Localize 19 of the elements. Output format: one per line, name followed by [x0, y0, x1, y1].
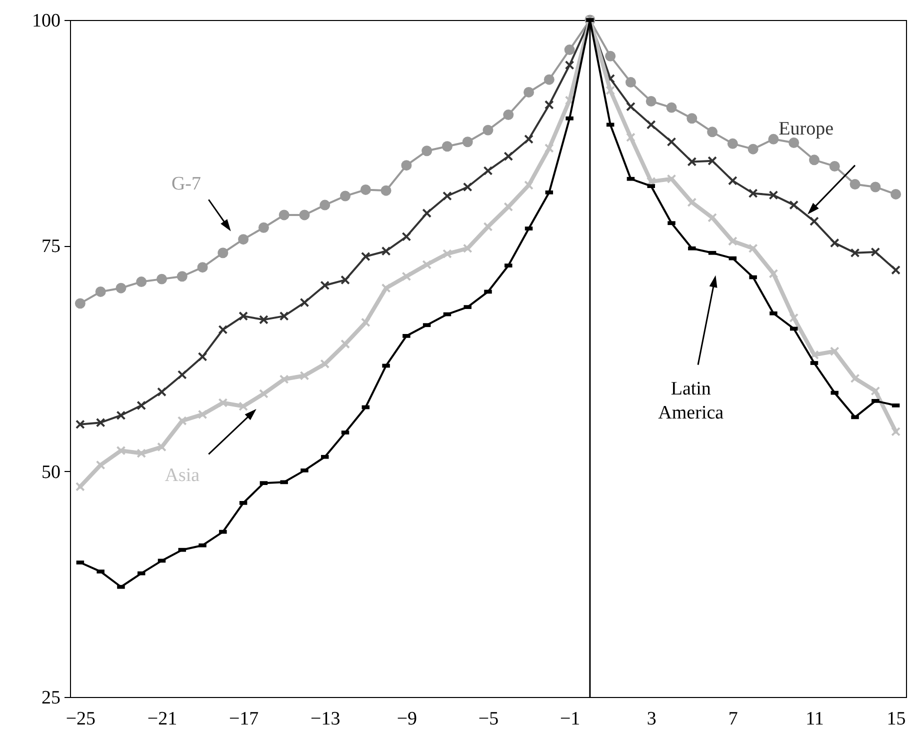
text: Europe — [778, 118, 834, 140]
text: Latin America — [658, 378, 724, 424]
x-tick-label: −1 — [560, 708, 580, 730]
y-tick-label: 50 — [42, 462, 60, 483]
x-tick-label: −25 — [66, 708, 96, 730]
x-tick-label: −21 — [147, 708, 178, 730]
x-tick-label: 3 — [646, 708, 656, 730]
x-tick-label: −13 — [310, 708, 340, 730]
y-tick-label: 25 — [42, 688, 60, 708]
x-tick-label: 11 — [806, 708, 824, 730]
x-tick-label: −17 — [228, 708, 259, 730]
text: G-7 — [171, 173, 202, 194]
x-tick-label: 7 — [728, 708, 738, 730]
x-tick-label: 15 — [886, 708, 906, 730]
y-tick-label: 100 — [32, 10, 60, 32]
series-label: Asia — [164, 464, 200, 486]
y-tick-label: 75 — [42, 236, 60, 258]
x-tick-label: −5 — [478, 708, 499, 730]
x-tick-label: −9 — [396, 708, 418, 730]
